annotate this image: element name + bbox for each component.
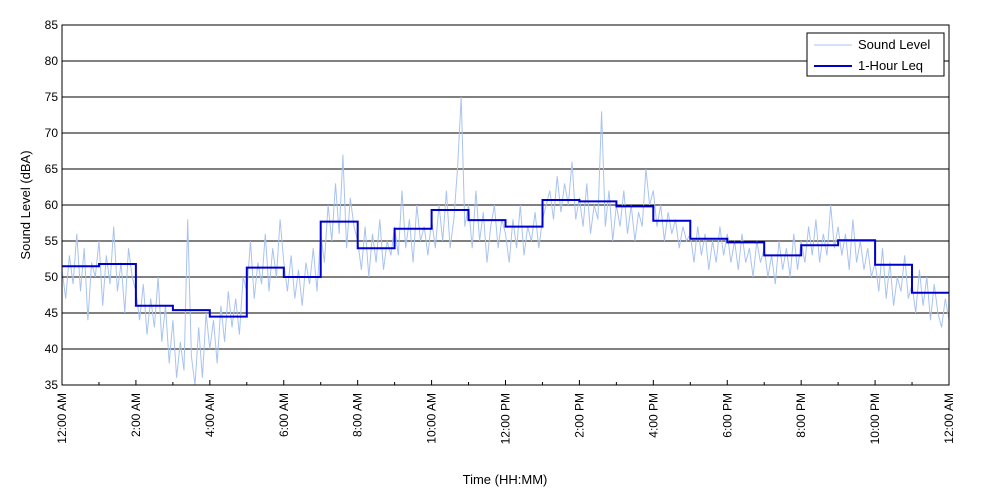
y-axis-title: Sound Level (dBA) [18, 150, 33, 259]
x-tick-label: 4:00 AM [203, 393, 217, 437]
x-tick-label: 12:00 AM [942, 393, 956, 444]
x-axis: 12:00 AM 2:00 AM 4:00 AM 6:00 AM 8:00 AM 10:0… [55, 380, 956, 444]
leq-series [62, 199, 949, 318]
y-tick-label: 80 [45, 54, 59, 68]
legend-label-sound-level: Sound Level [858, 37, 930, 52]
sound-level-series [61, 96, 950, 386]
y-tick-label: 50 [45, 270, 59, 284]
x-tick-label: 2:00 PM [572, 393, 586, 438]
leq-step-line [62, 199, 949, 318]
y-tick-label: 75 [45, 90, 59, 104]
x-tick-label: 4:00 PM [646, 393, 660, 438]
x-tick-label: 6:00 PM [720, 393, 734, 438]
y-tick-label: 70 [45, 126, 59, 140]
x-tick-label: 10:00 PM [868, 393, 882, 444]
legend-label-leq: 1-Hour Leq [858, 58, 923, 73]
legend-box [806, 32, 945, 77]
x-tick-label: 12:00 PM [499, 393, 513, 444]
y-tick-label: 85 [45, 18, 59, 32]
x-tick-label: 6:00 AM [277, 393, 291, 437]
x-tick-label: 8:00 PM [794, 393, 808, 438]
y-tick-label: 60 [45, 198, 59, 212]
y-tick-label: 65 [45, 162, 59, 176]
x-tick-label: 2:00 AM [129, 393, 143, 437]
legend: Sound Level 1-Hour Leq [806, 32, 945, 77]
y-axis: 35 40 45 50 55 60 65 70 75 80 85 [45, 18, 67, 392]
x-tick-label: 8:00 AM [351, 393, 365, 437]
x-tick-label: 12:00 AM [55, 393, 69, 444]
y-tick-label: 40 [45, 342, 59, 356]
x-axis-title: Time (HH:MM) [463, 472, 548, 487]
sound-level-line [61, 96, 950, 386]
x-tick-label: 10:00 AM [425, 393, 439, 444]
y-tick-label: 35 [45, 378, 59, 392]
y-tick-label: 55 [45, 234, 59, 248]
y-tick-label: 45 [45, 306, 59, 320]
